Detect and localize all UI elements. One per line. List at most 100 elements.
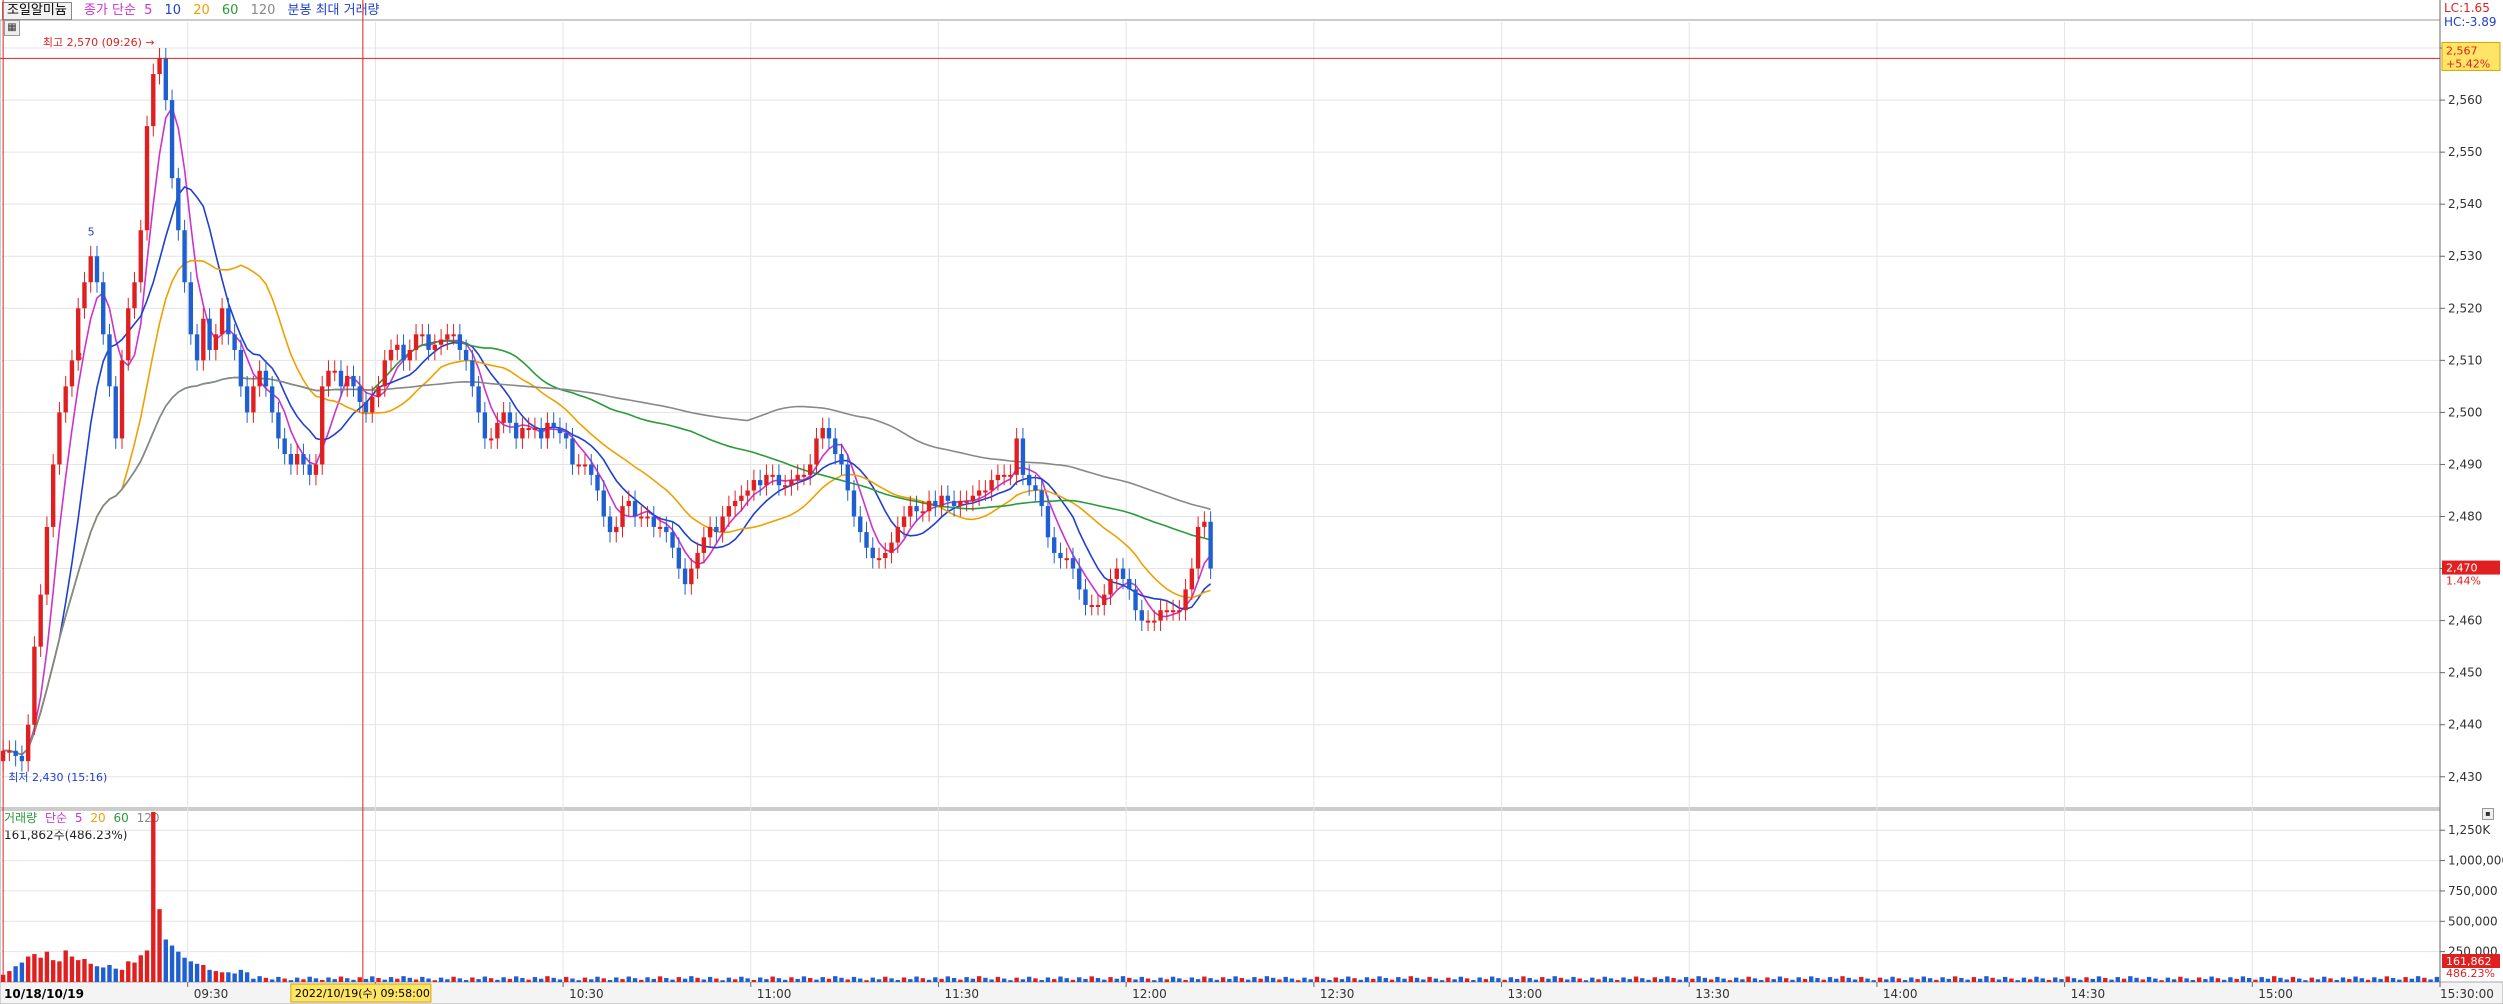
price-tick-label: 2,450 bbox=[2448, 666, 2482, 680]
ma-10[interactable]: 10 bbox=[164, 3, 182, 18]
candle-body bbox=[269, 386, 275, 413]
candle-body bbox=[601, 490, 606, 517]
volume-bar bbox=[269, 979, 275, 982]
volume-bar bbox=[1496, 978, 1501, 982]
panel-toggle-icon[interactable]: ▪ bbox=[2482, 808, 2494, 820]
candle-body bbox=[363, 401, 369, 413]
volume-bar bbox=[2146, 976, 2152, 982]
volume-bar bbox=[1940, 977, 1945, 982]
volume-bar bbox=[901, 977, 907, 982]
volume-bar bbox=[1540, 977, 1545, 982]
volume-bar bbox=[2090, 978, 2095, 982]
volume-bar bbox=[1815, 977, 1820, 982]
volume-bar bbox=[582, 977, 588, 982]
candle-body bbox=[7, 750, 12, 753]
volume-bar bbox=[1952, 976, 1958, 982]
extra-legend[interactable]: 분봉 최대 거래량 bbox=[287, 3, 380, 18]
candle-body bbox=[482, 412, 488, 439]
candle-body bbox=[382, 360, 387, 387]
volume-bar bbox=[1884, 979, 1889, 982]
candle-body bbox=[1170, 610, 1176, 613]
candle-body bbox=[1052, 537, 1057, 553]
candle-body bbox=[320, 386, 325, 465]
price-tag: 2,470 bbox=[2446, 562, 2478, 575]
volume-bar bbox=[1177, 978, 1182, 982]
volume-bar bbox=[1840, 976, 1845, 982]
volume-bar bbox=[1802, 978, 1808, 982]
time-tick-label: 13:30 bbox=[1695, 987, 1730, 1001]
candle-body bbox=[851, 490, 857, 517]
volume-bar bbox=[1508, 977, 1514, 982]
candle-body bbox=[476, 386, 481, 413]
volume-bar bbox=[989, 979, 994, 982]
volume-bar bbox=[1533, 979, 1539, 982]
volume-bar bbox=[244, 972, 250, 982]
volume-bar bbox=[1377, 976, 1382, 982]
volume-bar bbox=[2290, 976, 2296, 982]
volume-bar bbox=[1302, 977, 1307, 982]
volume-bar bbox=[789, 977, 794, 982]
volume-ma-5[interactable]: 5 bbox=[74, 811, 83, 825]
volume-bar bbox=[1646, 979, 1651, 982]
volume-bar bbox=[495, 979, 500, 982]
volume-bar bbox=[1621, 977, 1626, 982]
candle-body bbox=[858, 516, 863, 533]
candle-body bbox=[182, 230, 187, 283]
stock-name[interactable]: 조일알미늄 bbox=[2, 2, 72, 20]
volume-bar bbox=[88, 963, 93, 982]
volume-bar bbox=[1233, 976, 1238, 982]
candles bbox=[0, 48, 1213, 772]
volume-bar bbox=[2209, 976, 2214, 982]
volume-bar bbox=[958, 979, 963, 982]
volume-bar bbox=[1502, 979, 1507, 982]
price-tick-label: 2,440 bbox=[2448, 718, 2482, 732]
candle-body bbox=[1014, 438, 1019, 475]
candle-body bbox=[808, 464, 813, 475]
volume-bar bbox=[57, 961, 62, 982]
volume-ma-20[interactable]: 20 bbox=[90, 811, 106, 825]
candle-body bbox=[1020, 438, 1026, 475]
volume-bar bbox=[2240, 976, 2246, 982]
time-tick-label: 12:00 bbox=[1132, 987, 1167, 1001]
candle-body bbox=[1208, 521, 1213, 569]
volume-bar bbox=[1133, 979, 1138, 982]
volume-bar bbox=[1746, 976, 1751, 982]
candle-body bbox=[426, 334, 431, 350]
ma-20[interactable]: 20 bbox=[193, 3, 210, 18]
volume-bar bbox=[182, 957, 187, 982]
candle-body bbox=[607, 516, 613, 533]
ma-60[interactable]: 60 bbox=[221, 3, 239, 18]
volume-bar bbox=[1652, 977, 1658, 982]
volume-bar bbox=[376, 977, 381, 982]
volume-bar bbox=[251, 978, 256, 982]
candle-body bbox=[951, 500, 957, 507]
volume-bar bbox=[833, 976, 838, 982]
volume-bar bbox=[776, 978, 782, 982]
ma-5[interactable]: 5 bbox=[144, 3, 153, 18]
candle-body bbox=[1083, 589, 1088, 605]
candle-body bbox=[1133, 589, 1138, 611]
candle-body bbox=[213, 334, 219, 350]
candle-body bbox=[814, 438, 819, 465]
price-tick-label: 2,540 bbox=[2448, 197, 2482, 211]
candle-body bbox=[676, 547, 682, 569]
volume-label[interactable]: 거래량 bbox=[4, 811, 38, 825]
volume-bar bbox=[2297, 978, 2302, 982]
volume-ma-60[interactable]: 60 bbox=[113, 811, 129, 825]
volume-bar bbox=[551, 977, 556, 982]
volume-bar bbox=[538, 978, 544, 982]
candle-body bbox=[557, 428, 563, 434]
volume-bar bbox=[413, 979, 419, 982]
candle-body bbox=[413, 334, 419, 350]
volume-bar bbox=[288, 980, 294, 982]
volume-bar bbox=[2009, 978, 2014, 982]
volume-bars bbox=[0, 812, 2440, 982]
candle-body bbox=[914, 506, 919, 512]
ma-label: 종가 단순 bbox=[83, 3, 136, 18]
lc-label: LC:1.65 bbox=[2444, 1, 2490, 15]
volume-bar bbox=[157, 909, 162, 982]
candle-body bbox=[908, 506, 913, 517]
candle-body bbox=[82, 282, 87, 309]
ma-120[interactable]: 120 bbox=[250, 3, 276, 18]
